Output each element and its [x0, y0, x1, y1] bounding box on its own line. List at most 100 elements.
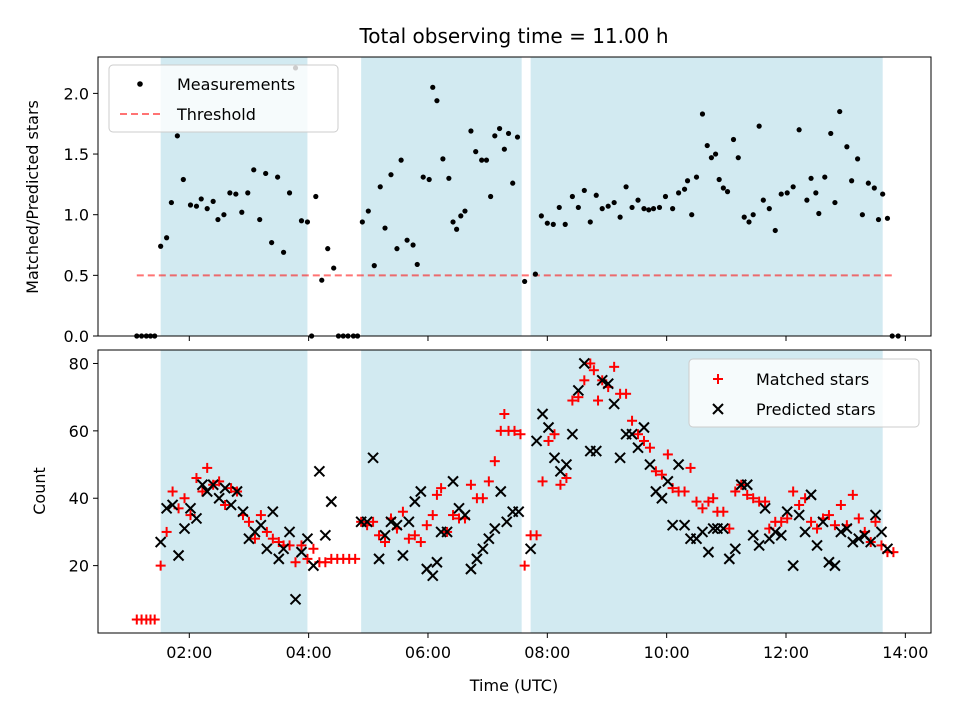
predicted-point [869, 509, 882, 521]
predicted-point [799, 526, 811, 538]
predicted-point-b [753, 539, 765, 552]
predicted-point-b [373, 553, 385, 565]
predicted-point-b [289, 593, 302, 606]
predicted-point-b [403, 516, 415, 528]
y-tick-label: 2.0 [64, 84, 89, 103]
measurement-point [760, 197, 766, 203]
matched-point [644, 442, 655, 453]
measurement-point [871, 185, 877, 191]
predicted-point-b [512, 506, 525, 518]
predicted-point-b [853, 532, 865, 545]
matched-point [197, 486, 208, 497]
y-tick-label: 0.0 [64, 327, 89, 346]
predicted-point-b [741, 479, 753, 491]
measurement-point [704, 142, 710, 149]
predicted-point-b [542, 421, 555, 434]
measurement-point [689, 212, 695, 218]
predicted-point-b [166, 499, 179, 511]
predicted-point-b [602, 377, 614, 390]
measurement-point [280, 249, 287, 255]
predicted-point-b [666, 519, 679, 531]
measurement-point [804, 197, 810, 203]
predicted-point [178, 522, 191, 535]
measurement-point [587, 219, 593, 225]
matched-point [243, 516, 254, 527]
legend-box-bottom [688, 358, 920, 428]
matched-point [161, 526, 172, 537]
predicted-point [823, 556, 835, 568]
predicted-point [835, 526, 847, 538]
count-points [131, 357, 899, 625]
predicted-point [717, 522, 730, 535]
predicted-point-b [255, 519, 267, 531]
predicted-point [753, 539, 765, 552]
predicted-point [590, 445, 602, 457]
predicted-point-b [184, 502, 197, 515]
measurement-point [298, 218, 305, 224]
measurement-point [377, 184, 383, 190]
measurement-point [828, 130, 834, 137]
predicted-point [213, 492, 225, 504]
legend-label-predicted: Predicted stars [756, 400, 876, 419]
matched-point [730, 486, 741, 497]
measurement-point [605, 203, 611, 209]
predicted-point [283, 526, 296, 538]
measurement-point [693, 174, 700, 180]
predicted-point [602, 377, 614, 390]
matched-point [519, 560, 530, 571]
predicted-point-b [662, 475, 674, 488]
matched-point [794, 499, 805, 510]
legend-box-top [108, 64, 339, 133]
predicted-point [787, 559, 799, 572]
measurement-point [724, 189, 731, 195]
x-tick-label: 14:00 [882, 643, 928, 662]
predicted-point-b [572, 384, 585, 397]
measurement-point [670, 206, 676, 212]
measurement-point [796, 127, 802, 133]
predicted-point-b [817, 516, 829, 528]
measurement-point [492, 133, 498, 139]
matched-point [537, 476, 548, 487]
predicted-point-b [781, 506, 793, 518]
predicted-point-b [793, 509, 805, 521]
x-ticks-bottom: 02:00 04:00 06:00 08:00 10:00 12:00 14:00 [166, 633, 928, 662]
predicted-point [471, 553, 483, 565]
predicted-point-b [626, 428, 638, 440]
predicted-point [373, 553, 385, 565]
matched-point [806, 516, 817, 527]
matched-point [202, 462, 213, 473]
predicted-point [759, 502, 771, 515]
observing-window-band [361, 57, 522, 336]
predicted-point [672, 458, 685, 471]
predicted-point [465, 563, 477, 575]
matched-point [555, 479, 566, 490]
matched-point [697, 503, 708, 514]
predicted-point [385, 516, 397, 528]
predicted-point-b [596, 374, 608, 387]
y-tick-label: 40 [69, 489, 89, 508]
measurement-point [684, 178, 691, 184]
measurement-point [286, 190, 293, 196]
predicted-point [841, 522, 853, 535]
matched-point [155, 560, 166, 571]
y-tick-label: 80 [69, 354, 89, 373]
predicted-point-b [723, 553, 736, 565]
predicted-point [409, 495, 421, 508]
y-ticks-top: 0.0 0.5 1.0 1.5 2.0 [64, 84, 98, 346]
measurement-point [837, 108, 843, 115]
measurement-point [304, 219, 311, 225]
predicted-point [644, 458, 656, 471]
legend-bottom: Matched stars Predicted stars [688, 358, 920, 428]
matched-point [415, 537, 426, 548]
measurement-point [398, 157, 404, 163]
x-tick-label: 04:00 [286, 643, 332, 662]
predicted-point [741, 479, 753, 491]
predicted-point-b [656, 492, 668, 504]
predicted-point [548, 452, 561, 464]
measurement-point [458, 213, 464, 219]
predicted-point-b [319, 529, 332, 542]
matched-point [627, 415, 638, 426]
predicted-point [379, 529, 391, 542]
legend-label-matched: Matched stars [756, 370, 869, 389]
measurement-point [462, 208, 468, 214]
